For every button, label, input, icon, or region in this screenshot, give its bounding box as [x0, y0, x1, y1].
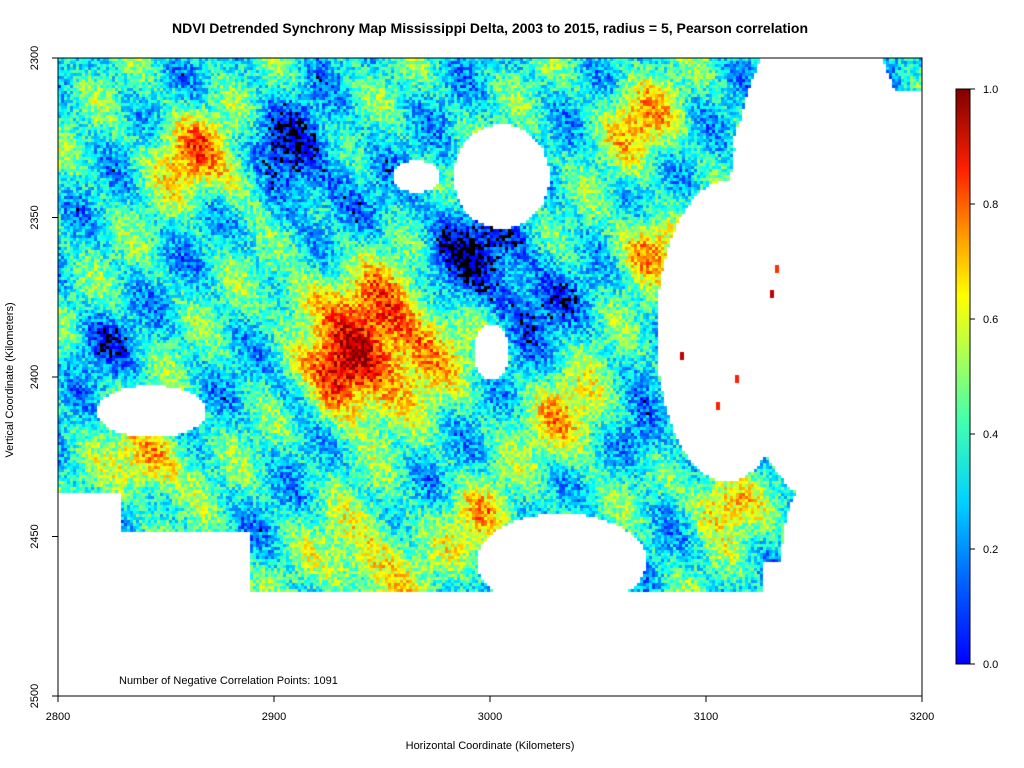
colorbar: [955, 88, 971, 665]
x-tick-label: 3200: [910, 711, 934, 723]
x-axis-label: Horizontal Coordinate (Kilometers): [405, 740, 575, 752]
chart-title: NDVI Detrended Synchrony Map Mississippi…: [171, 20, 809, 36]
x-tick-label: 3000: [478, 711, 502, 723]
heatmap-cells: [58, 58, 922, 696]
y-axis: 2300 2350 2400 2450 2500: [29, 46, 58, 708]
x-tick-label: 2900: [262, 711, 286, 723]
colorbar-tick-label: 0.6: [983, 314, 998, 326]
colorbar-axis: 0.0 0.2 0.4 0.6 0.8 1.0: [970, 84, 998, 671]
negative-count-annotation: Number of Negative Correlation Points: 1…: [119, 675, 338, 687]
colorbar-tick-label: 0.4: [983, 429, 998, 441]
x-tick-label: 3100: [694, 711, 718, 723]
y-tick-label: 2500: [29, 684, 41, 708]
x-axis: 2800 2900 3000 3100 3200: [46, 696, 934, 723]
colorbar-tick-label: 0.0: [983, 659, 998, 671]
y-tick-label: 2300: [29, 46, 41, 70]
y-tick-label: 2400: [29, 365, 41, 389]
y-tick-label: 2450: [29, 524, 41, 548]
colorbar-tick-label: 0.8: [983, 199, 998, 211]
x-tick-label: 2800: [46, 711, 70, 723]
colorbar-tick-label: 0.2: [983, 544, 998, 556]
y-tick-label: 2350: [29, 205, 41, 229]
colorbar-tick-label: 1.0: [983, 84, 998, 96]
heatmap-raster: [58, 58, 922, 696]
